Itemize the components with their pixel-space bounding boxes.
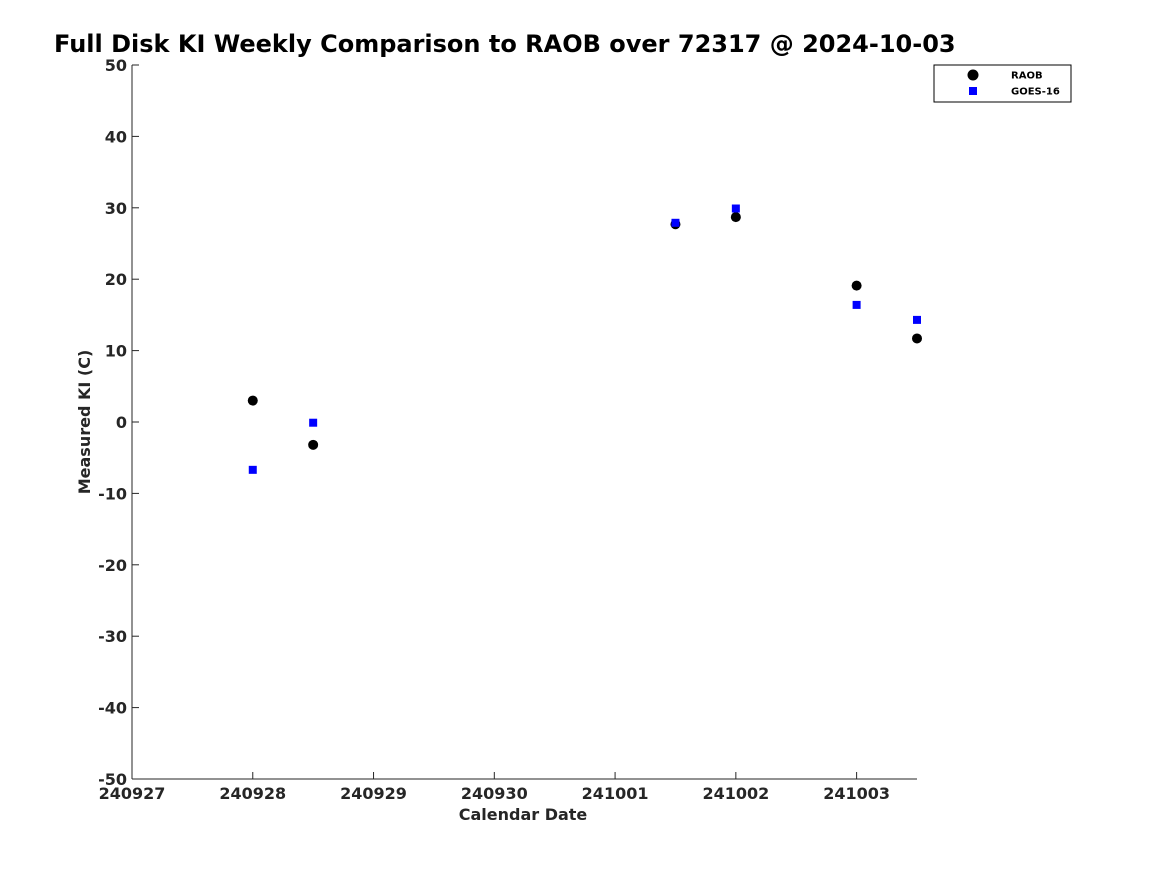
series-raob xyxy=(247,212,922,450)
x-tick-label: 241003 xyxy=(823,784,890,803)
axes xyxy=(131,65,917,780)
x-tick-label: 240928 xyxy=(219,784,286,803)
y-axis-ticks: -50 -40 -30 -20 -10 0 10 20 30 40 50 xyxy=(98,56,139,789)
x-tick-label: 240927 xyxy=(99,784,166,803)
y-tick-label: -30 xyxy=(98,627,127,646)
data-point-goes16 xyxy=(913,315,921,324)
x-tick-label: 241002 xyxy=(702,784,769,803)
x-tick-label: 240929 xyxy=(340,784,407,803)
y-tick-label: 10 xyxy=(105,342,127,361)
data-point-raob xyxy=(912,333,922,344)
y-tick-label: -40 xyxy=(98,699,127,718)
legend-label-raob: RAOB xyxy=(1011,71,1043,82)
y-tick-label: 40 xyxy=(105,127,127,146)
x-axis-label: Calendar Date xyxy=(459,805,588,824)
data-point-goes16 xyxy=(671,218,680,227)
legend-marker-raob xyxy=(967,69,979,81)
legend: RAOB GOES-16 xyxy=(933,64,1072,103)
x-tick-label: 241001 xyxy=(582,784,649,803)
data-point-goes16 xyxy=(309,418,318,427)
y-axis-label: Measured KI (C) xyxy=(75,350,94,495)
data-point-raob xyxy=(730,212,741,223)
data-point-goes16 xyxy=(248,465,257,474)
data-point-raob xyxy=(308,439,319,450)
series-goes-16 xyxy=(248,204,921,474)
y-tick-label: 50 xyxy=(105,56,127,75)
data-series xyxy=(247,204,922,474)
y-tick-label: 0 xyxy=(116,413,127,432)
y-tick-label: 20 xyxy=(105,270,127,289)
y-tick-label: -50 xyxy=(98,770,127,789)
x-tick-label: 240930 xyxy=(461,784,528,803)
data-point-goes16 xyxy=(852,300,861,309)
data-point-goes16 xyxy=(731,204,740,213)
x-axis-ticks: 240927 240928 240929 240930 241001 241002 2410… xyxy=(99,772,890,803)
y-tick-label: 30 xyxy=(105,199,127,218)
data-point-raob xyxy=(247,395,258,406)
legend-box xyxy=(933,64,1072,103)
legend-marker-goes16 xyxy=(969,87,977,95)
chart-title: Full Disk KI Weekly Comparison to RAOB o… xyxy=(54,30,956,58)
y-tick-label: -10 xyxy=(98,484,127,503)
y-tick-label: -20 xyxy=(98,556,127,575)
data-point-raob xyxy=(851,280,862,291)
legend-label-goes16: GOES-16 xyxy=(1011,87,1060,98)
